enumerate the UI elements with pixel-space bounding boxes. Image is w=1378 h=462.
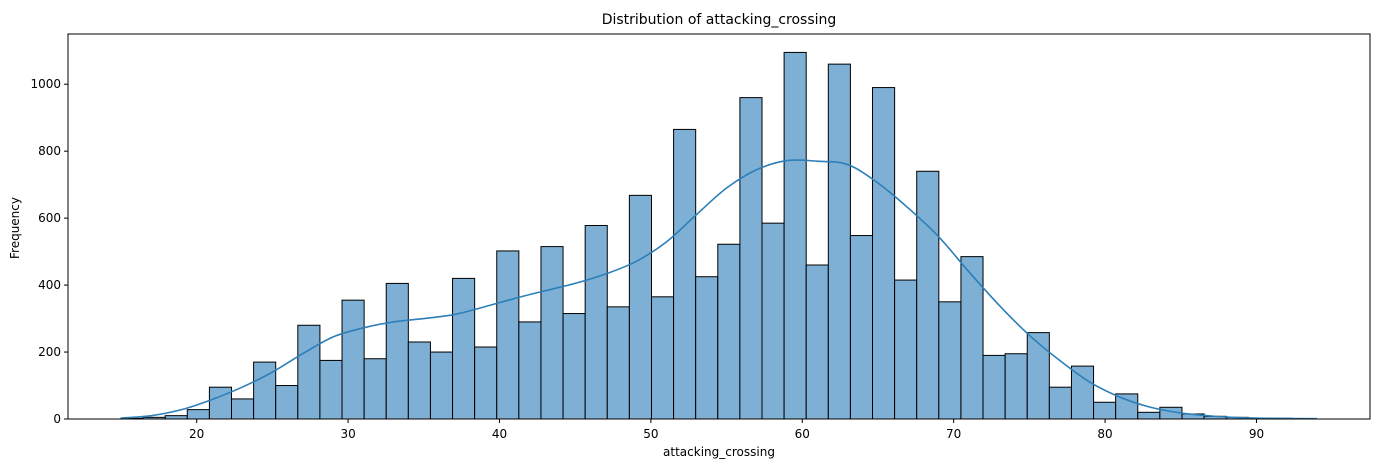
- histogram-bar: [253, 361, 277, 420]
- histogram-bar: [1026, 332, 1050, 420]
- histogram-bar: [385, 282, 409, 420]
- histogram-bar: [849, 235, 874, 420]
- histogram-bar: [275, 385, 299, 420]
- histogram-bar: [1115, 393, 1139, 420]
- y-axis-title: Frequency: [8, 197, 22, 259]
- histogram-bar: [231, 398, 255, 420]
- x-tick-label: 30: [340, 427, 355, 441]
- histogram-bar: [1070, 365, 1095, 420]
- histogram-bar: [827, 63, 851, 420]
- histogram-bar: [1137, 411, 1161, 420]
- histogram-bar: [1093, 401, 1117, 420]
- kde-curve: [120, 159, 1318, 420]
- y-axis: 0 200 400 600 800 1000: [30, 77, 68, 426]
- y-tick-label: 400: [38, 278, 61, 292]
- histogram-bar: [783, 51, 807, 420]
- y-tick-label: 0: [53, 412, 61, 426]
- histogram-bar: [341, 299, 365, 420]
- histogram-bar: [916, 170, 940, 420]
- histogram-bar: [761, 222, 785, 420]
- histogram-bar: [1004, 353, 1028, 420]
- y-tick-label: 600: [38, 211, 61, 225]
- histogram-bar: [540, 246, 564, 420]
- histogram-bar: [1048, 386, 1072, 420]
- histogram-bar: [584, 224, 608, 420]
- histogram-bar: [429, 351, 454, 420]
- histogram-bar: [606, 306, 630, 420]
- plot-frame: [67, 33, 1371, 420]
- x-tick-label: 40: [492, 427, 507, 441]
- histogram-bar: [518, 321, 542, 420]
- histogram-bar: [297, 324, 321, 420]
- histogram-bar: [496, 250, 520, 420]
- x-tick-label: 60: [795, 427, 810, 441]
- y-tick-label: 200: [38, 345, 61, 359]
- histogram-bar: [650, 296, 675, 420]
- histogram-bar: [894, 279, 918, 420]
- histogram-bar: [186, 409, 210, 420]
- histogram-bar: [960, 256, 984, 420]
- histogram-bar: [872, 87, 896, 420]
- histogram-bar: [562, 313, 586, 420]
- x-tick-label: 70: [946, 427, 961, 441]
- histogram-bar: [982, 354, 1006, 420]
- histogram-bars: [120, 51, 1316, 420]
- histogram-bar: [717, 243, 741, 420]
- histogram-bar: [363, 358, 387, 420]
- histogram-bar: [673, 128, 697, 420]
- x-axis: 20 30 40 50 60 70 80 90: [189, 419, 1264, 441]
- histogram-bar: [739, 97, 763, 420]
- x-axis-title: attacking_crossing: [663, 445, 775, 459]
- histogram-bar: [695, 276, 719, 420]
- x-tick-label: 50: [643, 427, 658, 441]
- histogram-bar: [452, 277, 476, 420]
- histogram-bar: [474, 346, 498, 420]
- histogram-bar: [805, 264, 829, 420]
- histogram-bar: [164, 415, 188, 420]
- y-tick-label: 1000: [30, 77, 61, 91]
- histogram-bar: [319, 359, 343, 420]
- histogram-bar: [938, 301, 962, 420]
- y-tick-label: 800: [38, 144, 61, 158]
- x-tick-label: 20: [189, 427, 204, 441]
- histogram-bar: [407, 341, 431, 420]
- chart-title: Distribution of attacking_crossing: [602, 12, 837, 28]
- histogram-bar: [208, 386, 233, 420]
- x-tick-label: 90: [1249, 427, 1264, 441]
- x-tick-label: 80: [1097, 427, 1112, 441]
- histogram-bar: [628, 194, 652, 420]
